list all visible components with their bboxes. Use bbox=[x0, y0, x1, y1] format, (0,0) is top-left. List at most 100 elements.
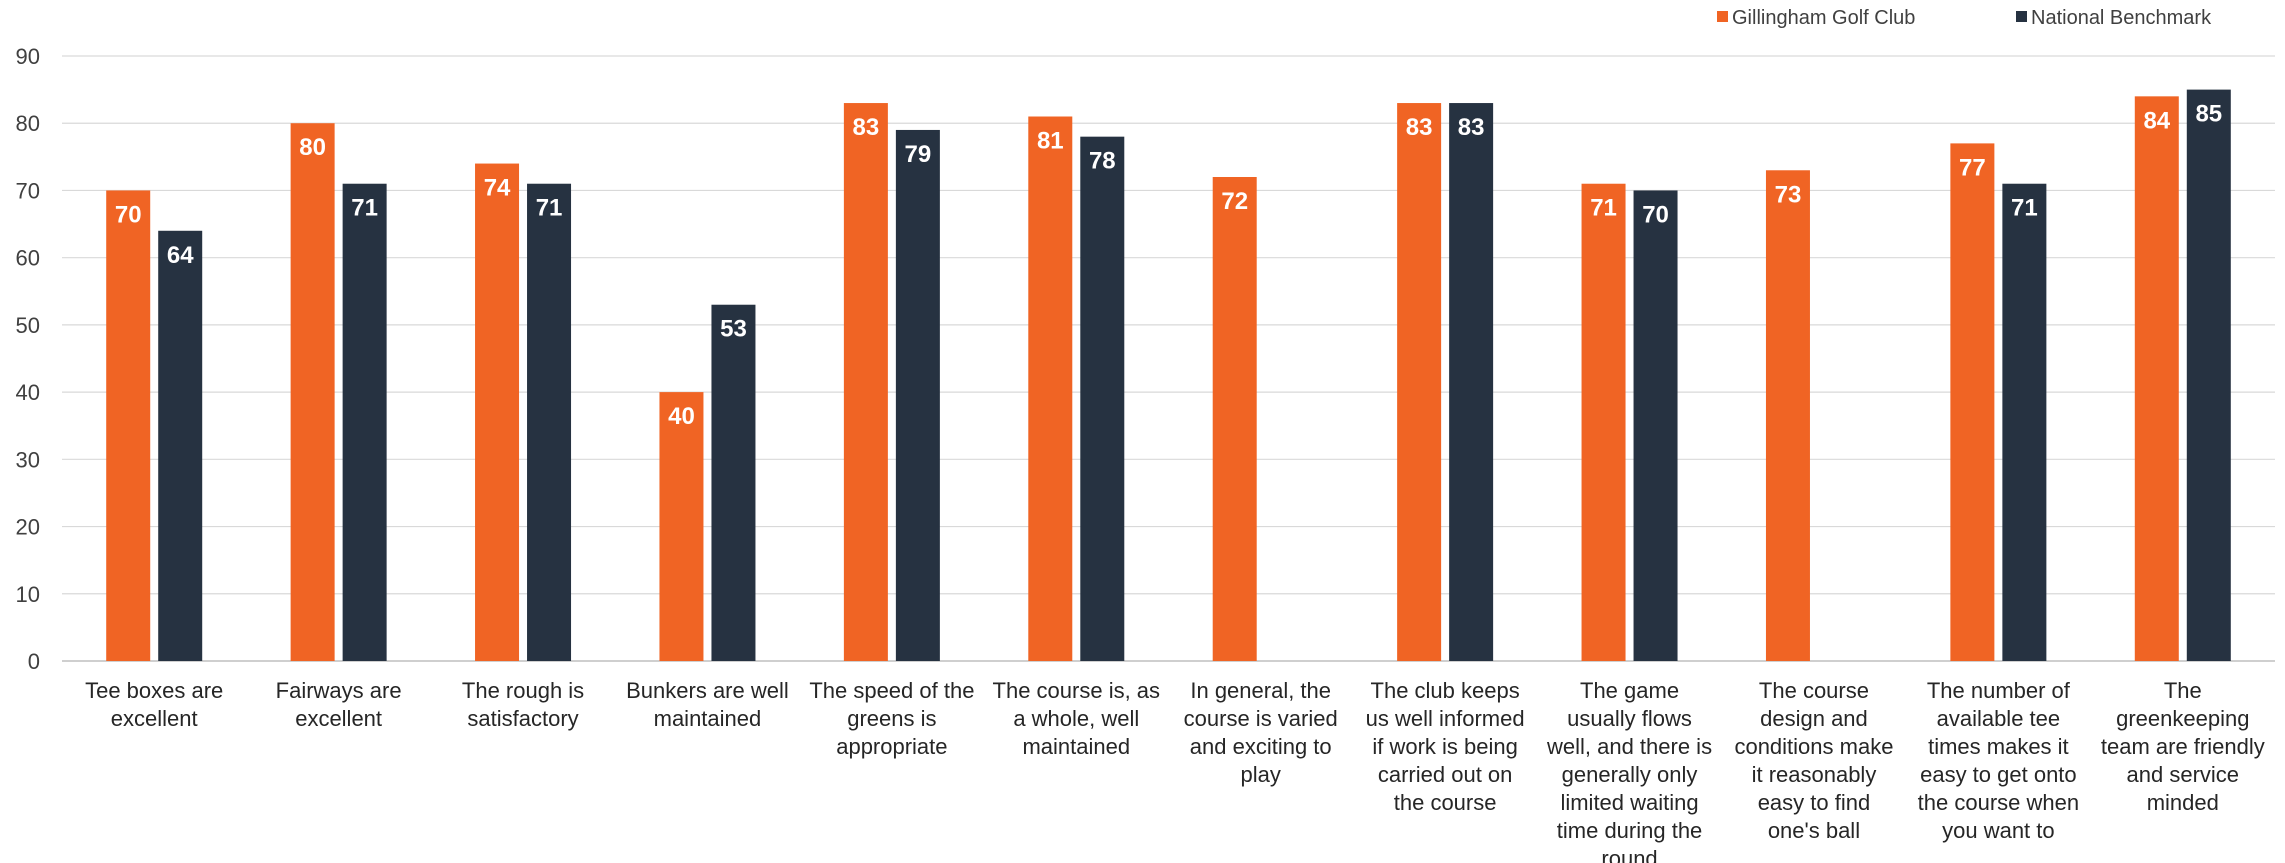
y-tick-label: 0 bbox=[28, 649, 40, 674]
x-category-label: The course design and conditions make it re… bbox=[1734, 678, 1893, 843]
x-category-label-line: maintained bbox=[654, 706, 762, 731]
x-category-label-line: greenkeeping bbox=[2116, 706, 2249, 731]
x-category-label-line: time during the bbox=[1557, 818, 1703, 843]
bar-gillingham bbox=[1950, 143, 1995, 661]
y-tick-label: 80 bbox=[16, 111, 40, 136]
x-category-label-line: available tee bbox=[1937, 706, 2061, 731]
data-label: 83 bbox=[853, 114, 880, 141]
y-tick-label: 10 bbox=[16, 582, 40, 607]
data-label: 71 bbox=[1590, 195, 1617, 222]
y-tick-label: 60 bbox=[16, 246, 40, 271]
bar-national bbox=[1080, 136, 1125, 661]
data-label: 71 bbox=[351, 195, 378, 222]
data-label: 83 bbox=[1406, 114, 1433, 141]
x-category-label: Bunkers are well maintained bbox=[626, 678, 789, 731]
x-category-label: The game usually flows well, and there is g… bbox=[1546, 678, 1712, 863]
bar-gillingham bbox=[1765, 170, 1810, 661]
bar-gillingham bbox=[1581, 183, 1626, 661]
bar-national bbox=[895, 129, 940, 661]
data-label: 77 bbox=[1959, 154, 1986, 181]
x-category-label-line: The game bbox=[1580, 678, 1679, 703]
data-label: 85 bbox=[2195, 101, 2222, 128]
x-category-label-line: The club keeps bbox=[1371, 678, 1520, 703]
bar-gillingham bbox=[843, 103, 888, 662]
x-category-label-line: minded bbox=[2147, 790, 2219, 815]
x-category-label: The course is, as a whole, well maintained bbox=[993, 678, 1161, 759]
bar-national bbox=[527, 183, 572, 661]
legend-label-gillingham: Gillingham Golf Club bbox=[1732, 7, 1915, 29]
x-category-label-line: well, and there is bbox=[1546, 734, 1712, 759]
y-tick-label: 30 bbox=[16, 447, 40, 472]
x-category-label-line: play bbox=[1241, 762, 1281, 787]
x-category-label-line: The rough is bbox=[462, 678, 584, 703]
data-label: 70 bbox=[1642, 201, 1669, 228]
x-category-label-line: generally only bbox=[1562, 762, 1698, 787]
x-category-label: The rough is satisfactory bbox=[462, 678, 584, 731]
x-category-label-line: The number of bbox=[1927, 678, 2071, 703]
bar-national bbox=[158, 230, 203, 661]
x-category-label-line: us well informed bbox=[1366, 706, 1525, 731]
y-tick-label: 40 bbox=[16, 380, 40, 405]
data-label: 70 bbox=[115, 201, 142, 228]
data-label: 72 bbox=[1221, 188, 1248, 215]
x-category-label-line: The speed of the bbox=[809, 678, 974, 703]
data-label: 73 bbox=[1775, 181, 1802, 208]
x-category-label-line: round bbox=[1601, 846, 1657, 863]
bar-national bbox=[342, 183, 387, 661]
bar-gillingham bbox=[1212, 177, 1257, 661]
bar-national bbox=[2002, 183, 2047, 661]
x-category-label-line: one's ball bbox=[1768, 818, 1860, 843]
x-category-label: The number of available tee times makes it… bbox=[1918, 678, 2079, 843]
legend-swatch-national bbox=[2016, 11, 2027, 22]
x-category-label-line: In general, the bbox=[1190, 678, 1331, 703]
x-category-label-line: course is varied bbox=[1184, 706, 1338, 731]
x-category-label-line: conditions make bbox=[1734, 734, 1893, 759]
x-category-label-line: excellent bbox=[295, 706, 382, 731]
x-category-label-line: appropriate bbox=[836, 734, 947, 759]
bar-national bbox=[2186, 89, 2231, 662]
bar-gillingham bbox=[106, 190, 151, 661]
bar-national bbox=[1449, 103, 1494, 662]
data-label: 83 bbox=[1458, 114, 1485, 141]
x-category-label-line: team are friendly bbox=[2101, 734, 2265, 759]
y-tick-label: 90 bbox=[16, 44, 40, 69]
x-category-label: Fairways are excellent bbox=[276, 678, 402, 731]
bar-gillingham bbox=[290, 123, 335, 661]
x-category-label-line: limited waiting bbox=[1560, 790, 1698, 815]
x-category-label-line: carried out on bbox=[1378, 762, 1513, 787]
data-label: 81 bbox=[1037, 128, 1064, 155]
data-label: 64 bbox=[167, 242, 194, 269]
x-category-label-line: if work is being bbox=[1372, 734, 1518, 759]
x-category-label-line: it reasonably bbox=[1752, 762, 1877, 787]
x-category-label: The speed of the greens is appropriate bbox=[809, 678, 974, 759]
legend-label-national: National Benchmark bbox=[2031, 7, 2212, 29]
x-category-label-line: The course is, as bbox=[993, 678, 1161, 703]
data-label: 71 bbox=[2011, 195, 2038, 222]
x-category-label-line: Tee boxes are bbox=[85, 678, 223, 703]
x-category-label-line: usually flows bbox=[1567, 706, 1692, 731]
y-tick-label: 50 bbox=[16, 313, 40, 338]
x-category-label: In general, the course is varied and excit… bbox=[1184, 678, 1338, 787]
bar-gillingham bbox=[475, 163, 520, 662]
x-category-label-line: you want to bbox=[1942, 818, 2055, 843]
bar-gillingham bbox=[1397, 103, 1442, 662]
x-category-label-line: maintained bbox=[1022, 734, 1130, 759]
x-category-label-line: greens is bbox=[847, 706, 936, 731]
x-category-label: The club keeps us well informed if work is… bbox=[1366, 678, 1525, 815]
data-label: 79 bbox=[905, 141, 932, 168]
y-tick-label: 70 bbox=[16, 178, 40, 203]
x-category-label-line: The bbox=[2164, 678, 2202, 703]
x-category-label-line: easy to find bbox=[1758, 790, 1871, 815]
x-category-label-line: The course bbox=[1759, 678, 1869, 703]
x-category-label: Tee boxes are excellent bbox=[85, 678, 223, 731]
x-category-label-line: Fairways are bbox=[276, 678, 402, 703]
bar-gillingham bbox=[1028, 116, 1073, 661]
x-category-label-line: easy to get onto bbox=[1920, 762, 2077, 787]
x-category-label-line: and exciting to bbox=[1190, 734, 1332, 759]
data-label: 40 bbox=[668, 403, 695, 430]
x-category-label-line: satisfactory bbox=[467, 706, 578, 731]
bar-national bbox=[1633, 190, 1678, 661]
x-category-label-line: design and bbox=[1760, 706, 1868, 731]
data-label: 84 bbox=[2143, 107, 2170, 134]
